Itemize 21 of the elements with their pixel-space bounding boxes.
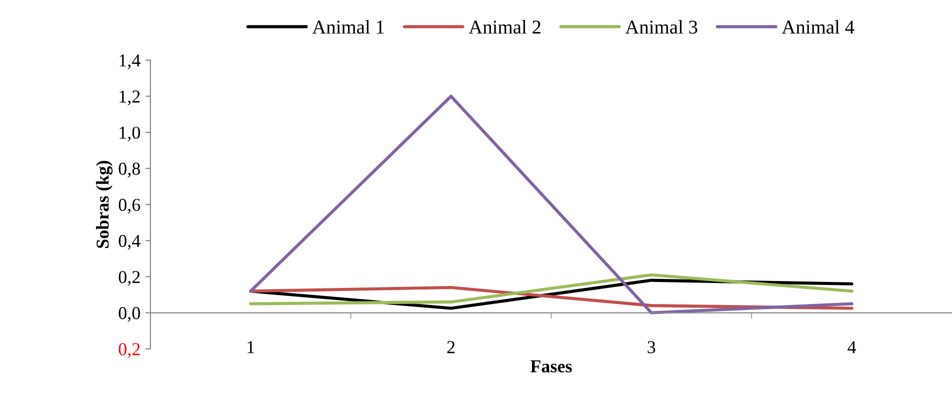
legend-label: Animal 2 [468, 20, 540, 34]
y-tick-label: 0,2 [118, 343, 140, 358]
line-series [249, 273, 854, 306]
y-tick-label: 0,4 [118, 234, 140, 250]
y-tick-label: 0,0 [118, 307, 140, 322]
y-tick-label: 0,8 [118, 162, 140, 178]
y-tick-label: 1,4 [120, 54, 140, 70]
x-tick-label: 3 [648, 341, 656, 354]
x-axis-title: Fases [530, 360, 572, 372]
y-tick-label: 1,2 [120, 90, 140, 106]
x-tick-label: 2 [447, 341, 455, 354]
legend-label: Animal 3 [625, 20, 698, 34]
x-tick-label: 4 [848, 341, 856, 354]
y-axis-title: Sobras (kg) [96, 160, 113, 248]
y-tick-label: 0,2 [118, 270, 140, 286]
legend-label: Animal 1 [312, 20, 384, 34]
line-series [249, 94, 854, 314]
x-tick-label: 1 [248, 341, 254, 354]
y-tick-label: 0,6 [118, 198, 140, 214]
y-tick-label: 1,0 [120, 126, 140, 142]
legend-label: Animal 4 [782, 20, 854, 34]
